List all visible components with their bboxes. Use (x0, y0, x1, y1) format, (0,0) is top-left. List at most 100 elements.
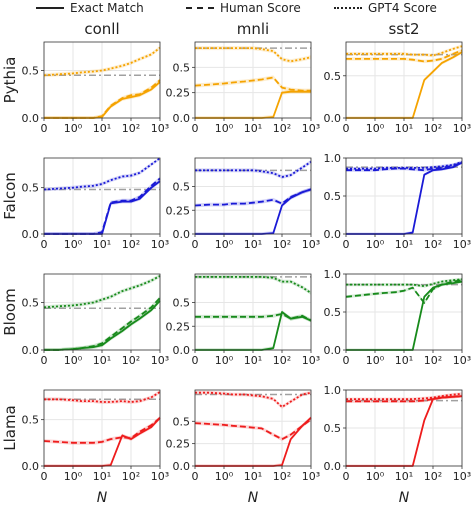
x-axis-label-sst2: N (399, 490, 410, 505)
x-tick-label: 10⁰ (215, 354, 234, 367)
x-tick-label: 10¹ (244, 238, 262, 251)
x-tick-label: 0 (41, 470, 48, 483)
x-tick-label: 10⁰ (215, 238, 234, 251)
y-tick-label: 0.5 (324, 190, 342, 203)
x-tick-label: 10² (424, 238, 442, 251)
x-tick-label: 10² (122, 122, 140, 135)
x-tick-label: 10⁰ (64, 354, 83, 367)
series-gpt4-band (44, 45, 160, 78)
series-gpt4-band (44, 274, 160, 310)
y-tick-label: 0.5 (22, 297, 40, 310)
y-tick-label: 0.0 (173, 228, 191, 241)
series-exact-band (346, 50, 462, 118)
column-title-sst2: sst2 (388, 20, 419, 38)
x-tick-label: 10¹ (244, 470, 262, 483)
legend-gpt4-label: GPT4 Score (368, 1, 437, 15)
series-gpt4-line (43, 275, 161, 309)
y-tick-label: 0.5 (173, 181, 191, 194)
legend-human-score: Human Score (186, 0, 301, 16)
row-title-falcon: Falcon (1, 172, 19, 220)
x-tick-label: 10⁰ (366, 238, 385, 251)
series-gpt4-band (195, 274, 311, 295)
x-tick-label: 10³ (302, 122, 320, 135)
x-tick-label: 10³ (302, 354, 320, 367)
x-tick-label: 10¹ (93, 122, 111, 135)
x-tick-label: 0 (41, 122, 48, 135)
x-tick-label: 10⁰ (366, 354, 385, 367)
x-tick-label: 10² (424, 354, 442, 367)
row-title-pythia: Pythia (1, 57, 19, 104)
legend-dashed-line-icon (186, 7, 214, 9)
series-gpt4-line (346, 392, 463, 401)
panel-llama-sst2: 0 10⁰ 10¹ 10² 10³ 0.0 0.5 1.0 (324, 384, 472, 483)
y-tick-label: 0.0 (173, 460, 191, 473)
series-gpt4-band (195, 46, 311, 64)
y-tick-label: 0.0 (324, 344, 342, 357)
series-human-line (43, 417, 161, 444)
y-tick-label: 0.5 (324, 70, 342, 83)
x-tick-label: 10² (424, 122, 442, 135)
y-tick-label: 0.0 (173, 112, 191, 125)
legend-gpt4-score: GPT4 Score (334, 0, 437, 16)
panel-falcon-conll: 0 10⁰ 10¹ 10² 10³ 0.0 0.5 (22, 157, 169, 251)
x-tick-label: 10³ (151, 354, 169, 367)
panel-llama-conll: 0 10⁰ 10¹ 10² 10³ 0.0 0.5 (22, 389, 169, 483)
y-tick-label: 1.0 (324, 268, 342, 281)
x-tick-label: 10¹ (395, 238, 413, 251)
legend-human-label: Human Score (220, 1, 301, 15)
panel-bloom-conll: 0 10⁰ 10¹ 10² 10³ 0.0 0.5 (22, 273, 169, 367)
panel-pythia-mnli: 0 10⁰ 10¹ 10² 10³ 0.0 0.25 0.5 (166, 41, 320, 135)
y-tick-label: 0.0 (173, 344, 191, 357)
panel-falcon-mnli: 0 10⁰ 10¹ 10² 10³ 0.0 0.25 0.5 (166, 157, 320, 251)
x-tick-label: 0 (41, 238, 48, 251)
panel-llama-mnli: 0 10⁰ 10¹ 10² 10³ 0.0 0.25 0.5 (166, 389, 320, 483)
x-tick-label: 10¹ (395, 470, 413, 483)
x-tick-label: 0 (343, 354, 350, 367)
row-title-bloom: Bloom (1, 288, 19, 335)
x-tick-label: 10³ (453, 238, 471, 251)
series-gpt4-band (195, 390, 311, 409)
x-tick-label: 10¹ (244, 122, 262, 135)
panel-pythia-conll: 0 10⁰ 10¹ 10² 10³ 0.0 0.5 (22, 41, 169, 135)
x-tick-label: 10¹ (395, 122, 413, 135)
column-title-conll: conll (84, 20, 119, 38)
y-tick-label: 0.5 (173, 297, 191, 310)
x-tick-label: 10⁰ (215, 470, 234, 483)
x-tick-label: 10⁰ (64, 470, 83, 483)
x-tick-label: 0 (192, 238, 199, 251)
x-tick-label: 10² (122, 238, 140, 251)
series-human-band (44, 416, 160, 445)
y-tick-label: 1.0 (324, 152, 342, 165)
panel-bloom-mnli: 0 10⁰ 10¹ 10² 10³ 0.0 0.25 0.5 (166, 273, 320, 367)
x-tick-label: 10¹ (93, 354, 111, 367)
series-human-band (195, 187, 311, 208)
y-tick-label: 0.0 (22, 460, 40, 473)
y-tick-label: 0.25 (166, 87, 191, 100)
x-tick-label: 10³ (453, 354, 471, 367)
x-axis-label-conll: N (97, 490, 108, 505)
series-human-line (44, 297, 161, 351)
x-tick-label: 10³ (302, 470, 320, 483)
y-tick-label: 0.5 (22, 65, 40, 78)
x-tick-label: 10³ (453, 122, 471, 135)
x-tick-label: 10² (122, 470, 140, 483)
series-gpt4-line (43, 157, 161, 191)
x-tick-label: 10¹ (93, 470, 111, 483)
y-tick-label: 0.25 (166, 320, 191, 333)
y-tick-label: 0.0 (324, 228, 342, 241)
y-tick-label: 0.5 (173, 415, 191, 428)
y-tick-label: 0.5 (324, 306, 342, 319)
x-tick-label: 10² (122, 354, 140, 367)
x-tick-label: 10⁰ (215, 122, 234, 135)
y-tick-label: 0.5 (22, 414, 40, 427)
y-tick-label: 0.0 (22, 344, 40, 357)
series-gpt4-band (195, 159, 311, 179)
x-tick-label: 10¹ (244, 354, 262, 367)
x-tick-label: 10³ (151, 238, 169, 251)
legend-dotted-line-icon (334, 7, 362, 9)
x-tick-label: 10¹ (93, 238, 111, 251)
x-tick-label: 0 (192, 470, 199, 483)
x-tick-label: 10² (273, 470, 291, 483)
series-exact-line (44, 299, 161, 351)
x-axis-label-mnli: N (248, 490, 259, 505)
